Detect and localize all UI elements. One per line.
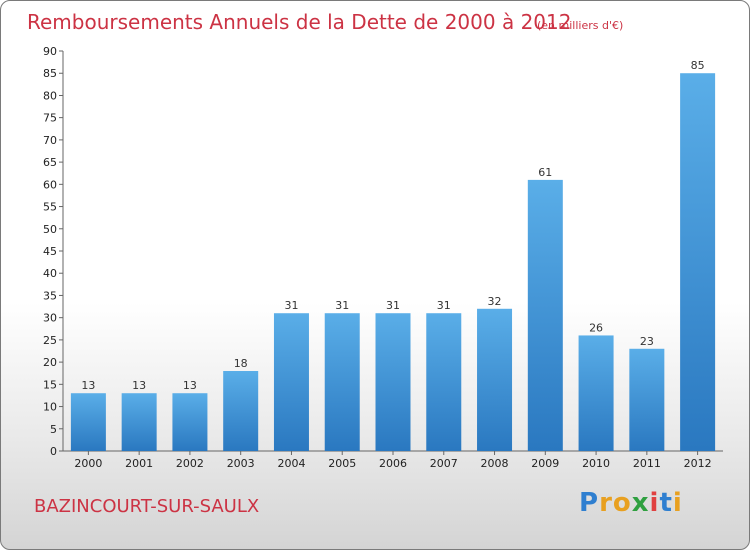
y-tick-label: 60	[43, 178, 57, 191]
x-tick-label-2010: 2010	[582, 457, 610, 470]
data-labels: 13 13 13 18 31 31 31 31 32 61 26 23 85	[81, 59, 704, 392]
y-tick-label: 35	[43, 289, 57, 302]
data-label-2008: 32	[488, 295, 502, 308]
chart-subtitle: (en milliers d'€)	[537, 19, 623, 32]
bar-2004	[273, 313, 309, 451]
data-label-2011: 23	[640, 335, 654, 348]
bar-2001	[121, 393, 157, 451]
chart-title: Remboursements Annuels de la Dette de 20…	[27, 10, 571, 34]
bar-2011	[629, 348, 665, 451]
x-tick-label-2008: 2008	[481, 457, 509, 470]
x-tick-label-2006: 2006	[379, 457, 407, 470]
logo-letter: i	[672, 488, 683, 518]
city-name: BAZINCOURT-SUR-SAULX	[34, 496, 260, 517]
data-label-2005: 31	[335, 299, 349, 312]
bar-2005	[324, 313, 360, 451]
bar-2007	[426, 313, 462, 451]
bar-2006	[375, 313, 411, 451]
data-label-2000: 13	[81, 379, 95, 392]
y-tick-label: 85	[43, 67, 57, 80]
axes: 0 5 10 15 20 25 30 35 40 45 50 55 60 65 70 75 80 85 90 2000…	[43, 45, 723, 470]
data-label-2012: 85	[691, 59, 705, 72]
bar-2000	[70, 393, 106, 451]
data-label-2006: 31	[386, 299, 400, 312]
data-label-2001: 13	[132, 379, 146, 392]
y-tick-label: 65	[43, 156, 57, 169]
logo-letter: t	[659, 488, 673, 518]
y-tick-label: 75	[43, 112, 57, 125]
y-tick-label: 20	[43, 356, 57, 369]
x-tick-label-2000: 2000	[74, 457, 102, 470]
y-tick-label: 25	[43, 334, 57, 347]
y-tick-label: 45	[43, 245, 57, 258]
y-tick-label: 0	[50, 445, 57, 458]
bar-2008	[477, 308, 513, 451]
data-label-2009: 61	[538, 166, 552, 179]
x-tick-label-2003: 2003	[227, 457, 255, 470]
x-tick-label-2002: 2002	[176, 457, 204, 470]
data-label-2003: 18	[234, 357, 248, 370]
x-tick-label-2011: 2011	[633, 457, 661, 470]
x-tick-label-2009: 2009	[531, 457, 559, 470]
x-tick-label-2005: 2005	[328, 457, 356, 470]
x-tick-label-2001: 2001	[125, 457, 153, 470]
y-tick-label: 10	[43, 401, 57, 414]
data-label-2004: 31	[284, 299, 298, 312]
logo-letter: x	[631, 488, 650, 518]
bar-2002	[172, 393, 208, 451]
data-label-2010: 26	[589, 321, 603, 334]
x-tick-label-2004: 2004	[277, 457, 305, 470]
logo-letter: P	[579, 488, 600, 518]
bar-2012	[680, 73, 716, 451]
bars	[70, 73, 716, 451]
y-tick-label: 90	[43, 45, 57, 58]
y-tick-label: 50	[43, 223, 57, 236]
y-tick-label: 5	[50, 423, 57, 436]
bar-2010	[578, 335, 614, 451]
data-label-2007: 31	[437, 299, 451, 312]
x-tick-label-2012: 2012	[684, 457, 712, 470]
proxiti-logo: Proxiti	[579, 488, 683, 522]
bar-2003	[223, 371, 259, 451]
bar-2009	[527, 179, 563, 451]
y-tick-label: 80	[43, 89, 57, 102]
logo-letter: i	[649, 488, 660, 518]
logo-letter: r	[599, 488, 613, 518]
data-label-2002: 13	[183, 379, 197, 392]
y-tick-label: 15	[43, 378, 57, 391]
y-tick-label: 55	[43, 201, 57, 214]
y-tick-label: 30	[43, 312, 57, 325]
y-tick-label: 40	[43, 267, 57, 280]
x-tick-label-2007: 2007	[430, 457, 458, 470]
logo-letter: o	[612, 488, 632, 518]
y-tick-label: 70	[43, 134, 57, 147]
